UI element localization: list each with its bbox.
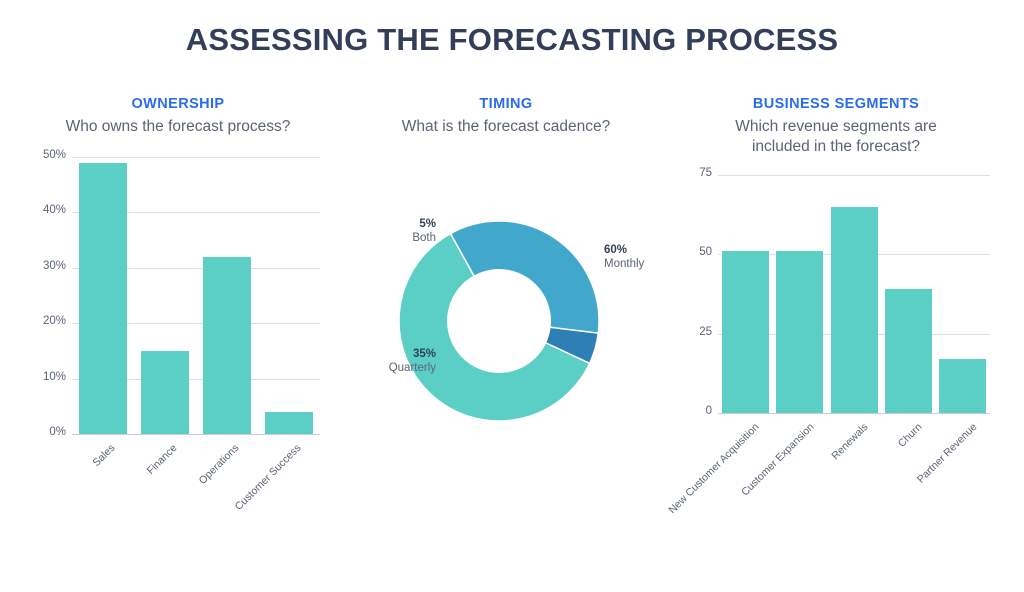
gridline [72, 212, 320, 213]
bar [265, 412, 313, 434]
donut-callout-label: Monthly [604, 258, 645, 270]
y-axis-tick-label: 50 [699, 246, 712, 258]
donut-hole [447, 269, 551, 373]
panel-timing-heading: TIMING [479, 96, 533, 112]
y-axis-tick-label: 20% [42, 315, 66, 327]
donut-callout-quarterly: 35% Quarterly [356, 347, 436, 375]
y-axis-tick-label: 30% [42, 260, 66, 272]
axis-baseline [72, 434, 320, 435]
ownership-bar-chart: 0% 10% 20% 30% 40% 50% Sales Finance Operations C… [18, 147, 338, 513]
page-title: ASSESSING THE FORECASTING PROCESS [185, 22, 839, 57]
y-axis-tick-label: 0% [49, 426, 66, 438]
axis-baseline [718, 413, 990, 414]
x-axis-category-label: Customer Success [232, 442, 304, 513]
y-axis-tick-label: 40% [42, 204, 66, 216]
panel-timing: TIMING What is the forecast cadence? 60%… [356, 96, 656, 457]
panel-ownership-subtitle: Who owns the forecast process? [65, 118, 291, 135]
panel-segments-subtitle-line2: included in the forecast? [751, 138, 921, 155]
bar [776, 251, 823, 413]
y-axis-tick-label: 75 [699, 167, 712, 179]
donut-callout-both: 5% Both [356, 217, 436, 245]
bar [831, 207, 878, 413]
donut-callout-label: Quarterly [388, 362, 436, 374]
gridline [718, 175, 990, 176]
gridline [72, 157, 320, 158]
y-axis-tick-label: 10% [42, 371, 66, 383]
donut-callout-value: 35% [412, 348, 436, 360]
panel-segments-heading: BUSINESS SEGMENTS [752, 96, 920, 112]
panel-segments-subtitle-line1: Which revenue segments are [735, 118, 937, 135]
gridline [72, 268, 320, 269]
gridline [72, 379, 320, 380]
donut-callout-value: 5% [419, 218, 436, 230]
bar [722, 251, 769, 413]
bar [939, 359, 986, 413]
gridline [72, 323, 320, 324]
timing-donut-chart: 60% Monthly 35% Quarterly 5% Both [356, 147, 656, 457]
bar [885, 289, 932, 413]
y-axis-tick-label: 0 [705, 405, 712, 417]
donut-callout-value: 60% [604, 244, 628, 256]
panel-segments: BUSINESS SEGMENTS Which revenue segments… [666, 96, 1006, 516]
y-axis-tick-label: 25 [699, 326, 712, 338]
panel-ownership-heading: OWNERSHIP [131, 96, 225, 112]
donut-callout-label: Both [412, 232, 436, 244]
donut-graphic [398, 220, 600, 422]
panel-timing-subtitle: What is the forecast cadence? [401, 118, 611, 135]
bar [203, 257, 251, 434]
donut-callout-monthly: 60% Monthly [604, 243, 644, 271]
y-axis-tick-label: 50% [42, 149, 66, 161]
segments-bar-chart: 0 25 50 75 New Customer Acquisition Customer … [666, 165, 1006, 516]
panel-ownership: OWNERSHIP Who owns the forecast process?… [18, 96, 338, 513]
bar [141, 351, 189, 434]
bar [79, 163, 127, 434]
